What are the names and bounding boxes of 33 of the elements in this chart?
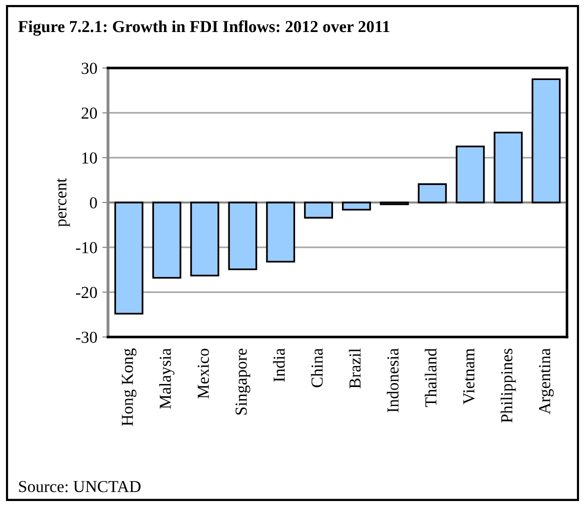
- x-tick-label: Vietnam: [463, 348, 475, 404]
- y-tick-label: 30: [82, 62, 97, 74]
- x-tick-label: Hong Kong: [122, 348, 136, 426]
- bar: [114, 202, 144, 315]
- bar: [190, 202, 220, 276]
- y-tick-label: -10: [76, 242, 97, 254]
- y-tick-label: -20: [76, 286, 97, 298]
- y-tick-label: -30: [76, 332, 97, 343]
- x-tick-label: Singapore: [236, 348, 250, 415]
- bar: [532, 78, 561, 204]
- x-tick-label: Thailand: [424, 348, 437, 408]
- bar: [342, 202, 371, 211]
- y-tick-label: 20: [82, 108, 97, 119]
- bar: [152, 202, 182, 279]
- bar: [456, 146, 485, 204]
- x-tick-label: China: [310, 348, 323, 388]
- x-tick-label: India: [273, 348, 285, 382]
- x-tick-label: Indonesia: [386, 348, 399, 412]
- x-tick-label: Malaysia: [159, 348, 174, 409]
- x-tick-label: Argentina: [539, 348, 554, 414]
- bar: [228, 202, 258, 270]
- bar: [266, 202, 296, 263]
- x-tick-label: Mexico: [198, 348, 209, 399]
- bar: [304, 202, 334, 219]
- y-tick-label: 0: [90, 197, 97, 208]
- x-tick-label: Brazil: [348, 348, 361, 388]
- bar: [418, 183, 447, 204]
- bar: [494, 132, 523, 204]
- chart-title: Figure 7.2.1: Growth in FDI Inflows: 2012 over 2011: [18, 20, 390, 36]
- x-tick-label: Philippines: [500, 348, 516, 423]
- source-note: Source: UNCTAD: [19, 480, 141, 492]
- y-tick-label: 10: [82, 152, 97, 164]
- y-axis-title: percent: [56, 178, 70, 227]
